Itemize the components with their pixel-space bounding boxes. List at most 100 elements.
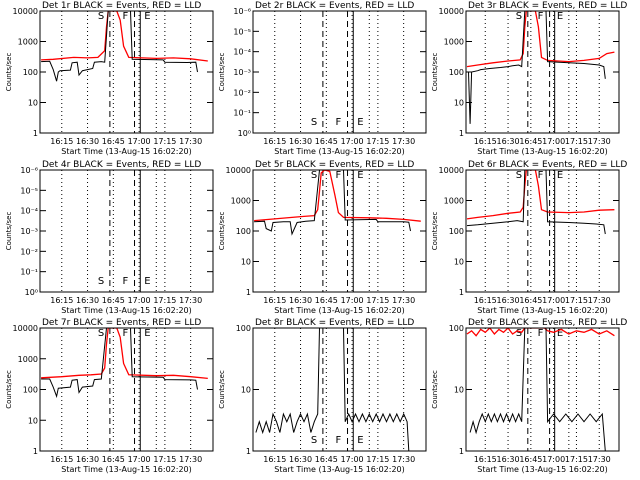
x-tick-label: 17:30	[179, 296, 202, 305]
marker-label: E	[144, 328, 150, 339]
y-tick-label: 10⁻⁴	[20, 207, 38, 216]
marker-label: S	[516, 328, 522, 339]
y-axis-label: Counts/sec	[431, 212, 439, 251]
x-axis-label: Start Time (13-Aug-15 16:02:20)	[61, 147, 192, 156]
chart-title: Det 4r BLACK = Events, RED = LLD	[42, 160, 201, 170]
y-axis-label: Counts/sec	[218, 53, 226, 92]
series-line	[466, 170, 606, 235]
x-tick-label: 16:30	[289, 455, 312, 464]
x-tick-label: 16:30	[76, 137, 99, 146]
x-tick-label: 16:45	[519, 137, 542, 146]
x-tick-label: 17:00	[128, 296, 151, 305]
series-line	[41, 11, 198, 82]
y-tick-label: 10	[241, 258, 251, 267]
chart-panel-8: 16:15 16:30 16:45 17:00 17:15 17:30 S F E 1 10 100 D…	[218, 318, 427, 474]
series-line	[41, 328, 208, 380]
y-axis-label: Counts/sec	[5, 53, 13, 92]
plot-frame	[252, 327, 427, 452]
series-line	[466, 328, 615, 337]
x-tick-label: 17:00	[542, 296, 565, 305]
marker-label: F	[336, 117, 342, 128]
x-tick-label: 16:15	[50, 296, 73, 305]
chart-title: Det 1r BLACK = Events, RED = LLD	[42, 1, 201, 11]
series-line	[255, 328, 410, 451]
y-tick-label: 10000	[439, 7, 464, 16]
x-tick-label: 17:00	[341, 296, 364, 305]
y-axis-label: Counts/sec	[218, 212, 226, 251]
x-tick-label: 17:30	[392, 296, 415, 305]
y-tick-label: 10000	[439, 166, 464, 175]
y-tick-label: 1	[459, 129, 464, 138]
marker-label: S	[98, 328, 104, 339]
chart-panel-5: 16:15 16:30 16:45 17:00 17:15 17:30 S F E 1 10 100 1…	[218, 160, 427, 315]
marker-label: F	[336, 435, 342, 446]
x-tick-label: 17:15	[153, 137, 176, 146]
chart-title: Det 8r BLACK = Events, RED = LLD	[255, 318, 414, 328]
marker-label: E	[557, 328, 563, 339]
series-line	[468, 11, 606, 124]
x-tick-label: 17:00	[542, 137, 565, 146]
chart-title: Det 5r BLACK = Events, RED = LLD	[255, 160, 414, 170]
y-tick-label: 10⁻⁵	[233, 27, 251, 36]
plot-frame	[39, 169, 214, 293]
marker-label: S	[311, 170, 317, 181]
chart-title: Det 6r BLACK = Events, RED = LLD	[468, 160, 627, 170]
x-tick-label: 17:30	[392, 137, 415, 146]
x-axis-label: Start Time (13-Aug-15 16:02:20)	[477, 306, 608, 315]
x-tick-label: 16:15	[474, 137, 497, 146]
x-tick-label: 16:45	[315, 296, 338, 305]
x-axis-label: Start Time (13-Aug-15 16:02:20)	[274, 147, 405, 156]
x-axis-label: Start Time (13-Aug-15 16:02:20)	[477, 465, 608, 474]
marker-label: E	[557, 11, 563, 22]
x-tick-label: 16:30	[497, 296, 520, 305]
marker-label: S	[98, 11, 104, 22]
marker-label: F	[538, 11, 544, 22]
x-tick-label: 17:30	[588, 137, 611, 146]
x-tick-label: 17:00	[542, 455, 565, 464]
marker-label: F	[123, 328, 129, 339]
x-tick-label: 16:15	[474, 455, 497, 464]
y-tick-label: 10⁻²	[20, 247, 38, 256]
marker-label: E	[357, 435, 363, 446]
y-tick-label: 100	[449, 68, 464, 77]
x-tick-label: 16:15	[263, 296, 286, 305]
marker-label: F	[336, 170, 342, 181]
x-tick-label: 17:30	[588, 296, 611, 305]
x-tick-label: 17:15	[565, 455, 588, 464]
x-tick-label: 16:30	[76, 455, 99, 464]
x-tick-label: 16:30	[76, 296, 99, 305]
y-axis-label: Counts/sec	[5, 212, 13, 251]
series-line	[41, 328, 198, 399]
y-tick-label: 10	[28, 416, 38, 425]
plot-frame	[465, 169, 620, 293]
marker-label: E	[357, 170, 363, 181]
chart-title: Det 7r BLACK = Events, RED = LLD	[42, 318, 201, 328]
x-axis-label: Start Time (13-Aug-15 16:02:20)	[61, 306, 192, 315]
series-line	[466, 170, 615, 220]
x-tick-label: 17:15	[565, 296, 588, 305]
marker-label: S	[516, 11, 522, 22]
y-tick-label: 1	[459, 447, 464, 456]
y-tick-label: 10	[241, 386, 251, 395]
x-tick-label: 16:45	[519, 455, 542, 464]
chart-title: Det 3r BLACK = Events, RED = LLD	[468, 1, 627, 11]
y-tick-label: 1	[33, 129, 38, 138]
y-tick-label: 10⁻³	[20, 227, 38, 236]
chart-panel-4: 16:15 16:30 16:45 17:00 17:15 17:30 S F E 10⁰ 10⁻¹…	[5, 160, 214, 315]
x-tick-label: 16:30	[497, 455, 520, 464]
y-tick-label: 10000	[226, 166, 251, 175]
y-tick-label: 100	[236, 324, 251, 333]
y-tick-label: 10⁻⁵	[20, 186, 38, 195]
x-tick-label: 16:15	[50, 455, 73, 464]
marker-label: F	[123, 276, 129, 287]
x-tick-label: 17:15	[366, 296, 389, 305]
x-tick-label: 17:00	[341, 137, 364, 146]
y-tick-label: 100	[23, 386, 38, 395]
chart-panel-9: 16:15 16:30 16:45 17:00 17:15 17:30 S F E 1 10 100 D…	[431, 318, 627, 474]
y-tick-label: 10000	[13, 324, 38, 333]
y-tick-label: 10⁰	[238, 129, 251, 138]
x-tick-label: 16:15	[263, 137, 286, 146]
x-tick-label: 17:30	[588, 455, 611, 464]
y-tick-label: 1000	[231, 197, 251, 206]
x-axis-label: Start Time (13-Aug-15 16:02:20)	[274, 465, 405, 474]
